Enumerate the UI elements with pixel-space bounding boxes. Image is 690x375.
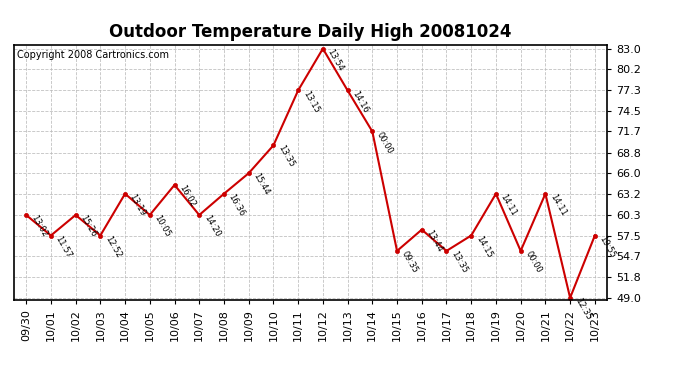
Text: 12:52: 12:52 xyxy=(103,234,123,259)
Text: 16:36: 16:36 xyxy=(227,192,246,218)
Text: 13:54: 13:54 xyxy=(326,47,346,72)
Text: 14:11: 14:11 xyxy=(548,192,568,217)
Text: 19:55: 19:55 xyxy=(598,234,618,259)
Text: 15:44: 15:44 xyxy=(251,172,271,197)
Text: 14:16: 14:16 xyxy=(351,89,370,114)
Title: Outdoor Temperature Daily High 20081024: Outdoor Temperature Daily High 20081024 xyxy=(109,22,512,40)
Text: Copyright 2008 Cartronics.com: Copyright 2008 Cartronics.com xyxy=(17,50,169,60)
Text: 10:05: 10:05 xyxy=(152,214,172,238)
Text: 14:15: 14:15 xyxy=(474,234,493,259)
Text: 13:02: 13:02 xyxy=(29,214,49,239)
Text: 16:02: 16:02 xyxy=(177,184,197,209)
Text: 14:20: 14:20 xyxy=(202,214,221,238)
Text: 00:00: 00:00 xyxy=(524,249,543,274)
Text: 14:11: 14:11 xyxy=(499,192,518,217)
Text: 00:00: 00:00 xyxy=(375,130,395,155)
Text: 13:44: 13:44 xyxy=(424,228,444,254)
Text: 12:35: 12:35 xyxy=(573,296,593,322)
Text: 15:26: 15:26 xyxy=(79,214,98,239)
Text: 13:19: 13:19 xyxy=(128,192,148,217)
Text: 13:35: 13:35 xyxy=(276,144,296,169)
Text: 09:35: 09:35 xyxy=(400,249,420,275)
Text: 13:15: 13:15 xyxy=(301,89,321,114)
Text: 13:35: 13:35 xyxy=(449,249,469,275)
Text: 11:57: 11:57 xyxy=(54,234,73,259)
